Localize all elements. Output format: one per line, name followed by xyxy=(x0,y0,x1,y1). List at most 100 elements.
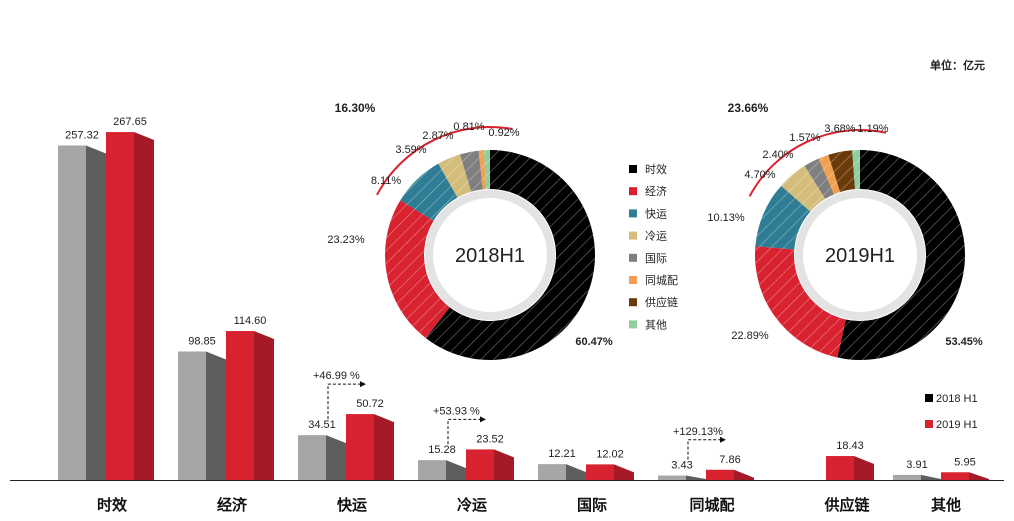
bar-2019-0 xyxy=(106,132,154,480)
donut-2018h1: 2018H116.30%60.47%23.23%8.11%3.59%2.87%0… xyxy=(327,101,613,360)
donut1-slice-label-0: 60.47% xyxy=(575,336,613,348)
bar-legend-swatch-0 xyxy=(925,394,933,402)
bar-label-2018-2: 34.51 xyxy=(308,419,336,431)
bar-label-2018-0: 257.32 xyxy=(65,129,99,141)
donut-legend-label-7: 其他 xyxy=(645,318,667,331)
bar-label-2018-7: 3.91 xyxy=(906,459,927,471)
bar-2018-5 xyxy=(658,475,706,480)
donut1-slice-6 xyxy=(483,150,490,190)
donut1-slice-hatch-4 xyxy=(460,150,483,192)
donut1-slice-label-1: 23.23% xyxy=(327,234,365,246)
bar-label-2018-4: 12.21 xyxy=(548,448,576,460)
donut2-center-label: 2019H1 xyxy=(825,245,895,267)
bar-2018-5-front xyxy=(658,475,686,480)
unit-label: 单位：亿元 xyxy=(930,58,985,72)
donut1-slice-label-4: 2.87% xyxy=(422,130,453,142)
donut2-slice-1 xyxy=(755,246,846,358)
donut-legend-label-4: 国际 xyxy=(645,252,667,265)
donut2-slice-label-1: 22.89% xyxy=(731,330,769,342)
bar-2019-5-front xyxy=(706,469,734,480)
growth-arrow-head-2 xyxy=(720,436,726,443)
donut1-slice-0 xyxy=(425,150,595,360)
donut-legend-swatch-5 xyxy=(629,276,637,284)
bar-2018-1-front xyxy=(178,351,206,480)
donut-legend-swatch-3 xyxy=(629,231,637,240)
bar-2018-3-side xyxy=(446,460,466,480)
growth-arrow-2 xyxy=(687,439,720,460)
donut1-slice-hatch-0 xyxy=(425,150,595,360)
bar-2019-7 xyxy=(941,472,989,480)
donut1-slice-hatch-1 xyxy=(385,200,450,339)
donut1-inner-hole xyxy=(433,198,547,312)
bar-2018-2-side xyxy=(326,435,346,480)
donut2-slice-hatch-2 xyxy=(755,185,811,250)
bar-label-2018-3: 15.28 xyxy=(428,444,456,456)
bar-2019-7-front xyxy=(941,472,969,480)
donut1-slice-5 xyxy=(478,150,487,190)
donut1-slice-label-3: 3.59% xyxy=(395,144,426,156)
bar-2019-3-side xyxy=(494,449,514,480)
donut1-slice-label-6: 0.92% xyxy=(488,127,519,139)
donut-legend-swatch-1 xyxy=(629,187,637,196)
bar-2019-0-side xyxy=(134,132,154,480)
donut2-slice-0 xyxy=(837,150,965,360)
donut2-slice-label-3: 4.70% xyxy=(744,169,775,181)
donut2-slice-7 xyxy=(852,150,860,190)
growth-label-1: +53.93 % xyxy=(433,405,480,417)
donut2-inner-hole xyxy=(803,198,917,312)
bar-2019-6 xyxy=(826,456,874,480)
donut1-center-label: 2018H1 xyxy=(455,245,525,267)
bar-chart: 257.32 267.65 时效 98.85 114.60 经济 34.51 50.72 快运 1… xyxy=(10,116,1004,514)
donut1-slice-4 xyxy=(460,150,483,192)
bar-2018-1 xyxy=(178,351,226,480)
bar-2019-1-side xyxy=(254,331,274,480)
bar-2018-3-front xyxy=(418,460,446,480)
bar-2019-3 xyxy=(466,449,514,480)
donut2-slice-hatch-3 xyxy=(781,165,826,212)
category-label-0: 时效 xyxy=(97,496,128,514)
bar-2019-2-side xyxy=(374,414,394,480)
donut1-slice-label-2: 8.11% xyxy=(371,175,402,187)
donut2-slice-label-6: 3.68% xyxy=(824,123,855,135)
bar-2019-6-side xyxy=(854,456,874,480)
bar-2018-5-side xyxy=(686,475,706,480)
growth-arrow-head-0 xyxy=(360,381,366,388)
donut-2019h1: 2019H1 23.66% 53.45% 22.89% 10.13% 4.70% 2.40%… xyxy=(707,101,983,360)
donut-legend-label-5: 同城配 xyxy=(645,274,678,287)
bar-2018-2 xyxy=(298,435,346,480)
bar-2019-5 xyxy=(706,469,754,480)
donut-legend-swatch-0 xyxy=(629,165,637,173)
bar-legend-label-0: 2018 H1 xyxy=(936,393,978,405)
donut-legend-swatch-4 xyxy=(629,253,637,262)
donut2-slice-6 xyxy=(828,150,856,193)
donut2-slice-hatch-4 xyxy=(804,158,835,199)
bar-2018-7-side xyxy=(921,474,941,480)
bar-legend-label-1: 2019 H1 xyxy=(936,419,978,431)
donut2-slice-hatch-0 xyxy=(837,150,965,360)
bar-2019-6-front xyxy=(826,456,854,480)
donut1-slice-label-5: 0.81% xyxy=(453,121,484,133)
donut-legend-swatch-6 xyxy=(629,298,637,307)
bar-2018-0-front xyxy=(58,145,86,480)
category-label-6: 供应链 xyxy=(823,496,870,514)
donut2-slice-hatch-5 xyxy=(818,154,841,195)
category-label-4: 国际 xyxy=(577,497,607,514)
bar-2018-7-front xyxy=(893,474,921,480)
donut2-slice-label-2: 10.13% xyxy=(707,212,745,224)
bar-label-2019-0: 267.65 xyxy=(113,116,147,128)
bar-2018-1-side xyxy=(206,351,226,480)
donut1-slice-2 xyxy=(400,163,458,221)
category-label-1: 经济 xyxy=(217,496,248,514)
donut2-slice-hatch-1 xyxy=(755,246,846,358)
donut1-slice-3 xyxy=(438,154,472,198)
donut-legend-label-1: 经济 xyxy=(645,184,667,198)
donut1-slice-hatch-6 xyxy=(483,150,490,190)
bar-2018-4-side xyxy=(566,464,586,480)
growth-arrow-0 xyxy=(327,383,360,420)
bar-2018-4 xyxy=(538,464,586,480)
bar-2019-4 xyxy=(586,464,634,480)
donut1-slice-1 xyxy=(385,200,450,339)
category-label-3: 冷运 xyxy=(457,496,487,514)
bar-2018-4-front xyxy=(538,464,566,480)
